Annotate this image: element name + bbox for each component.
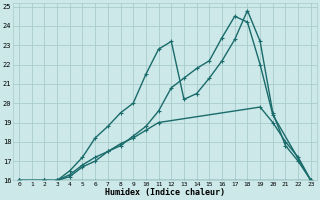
X-axis label: Humidex (Indice chaleur): Humidex (Indice chaleur) [105,188,225,197]
